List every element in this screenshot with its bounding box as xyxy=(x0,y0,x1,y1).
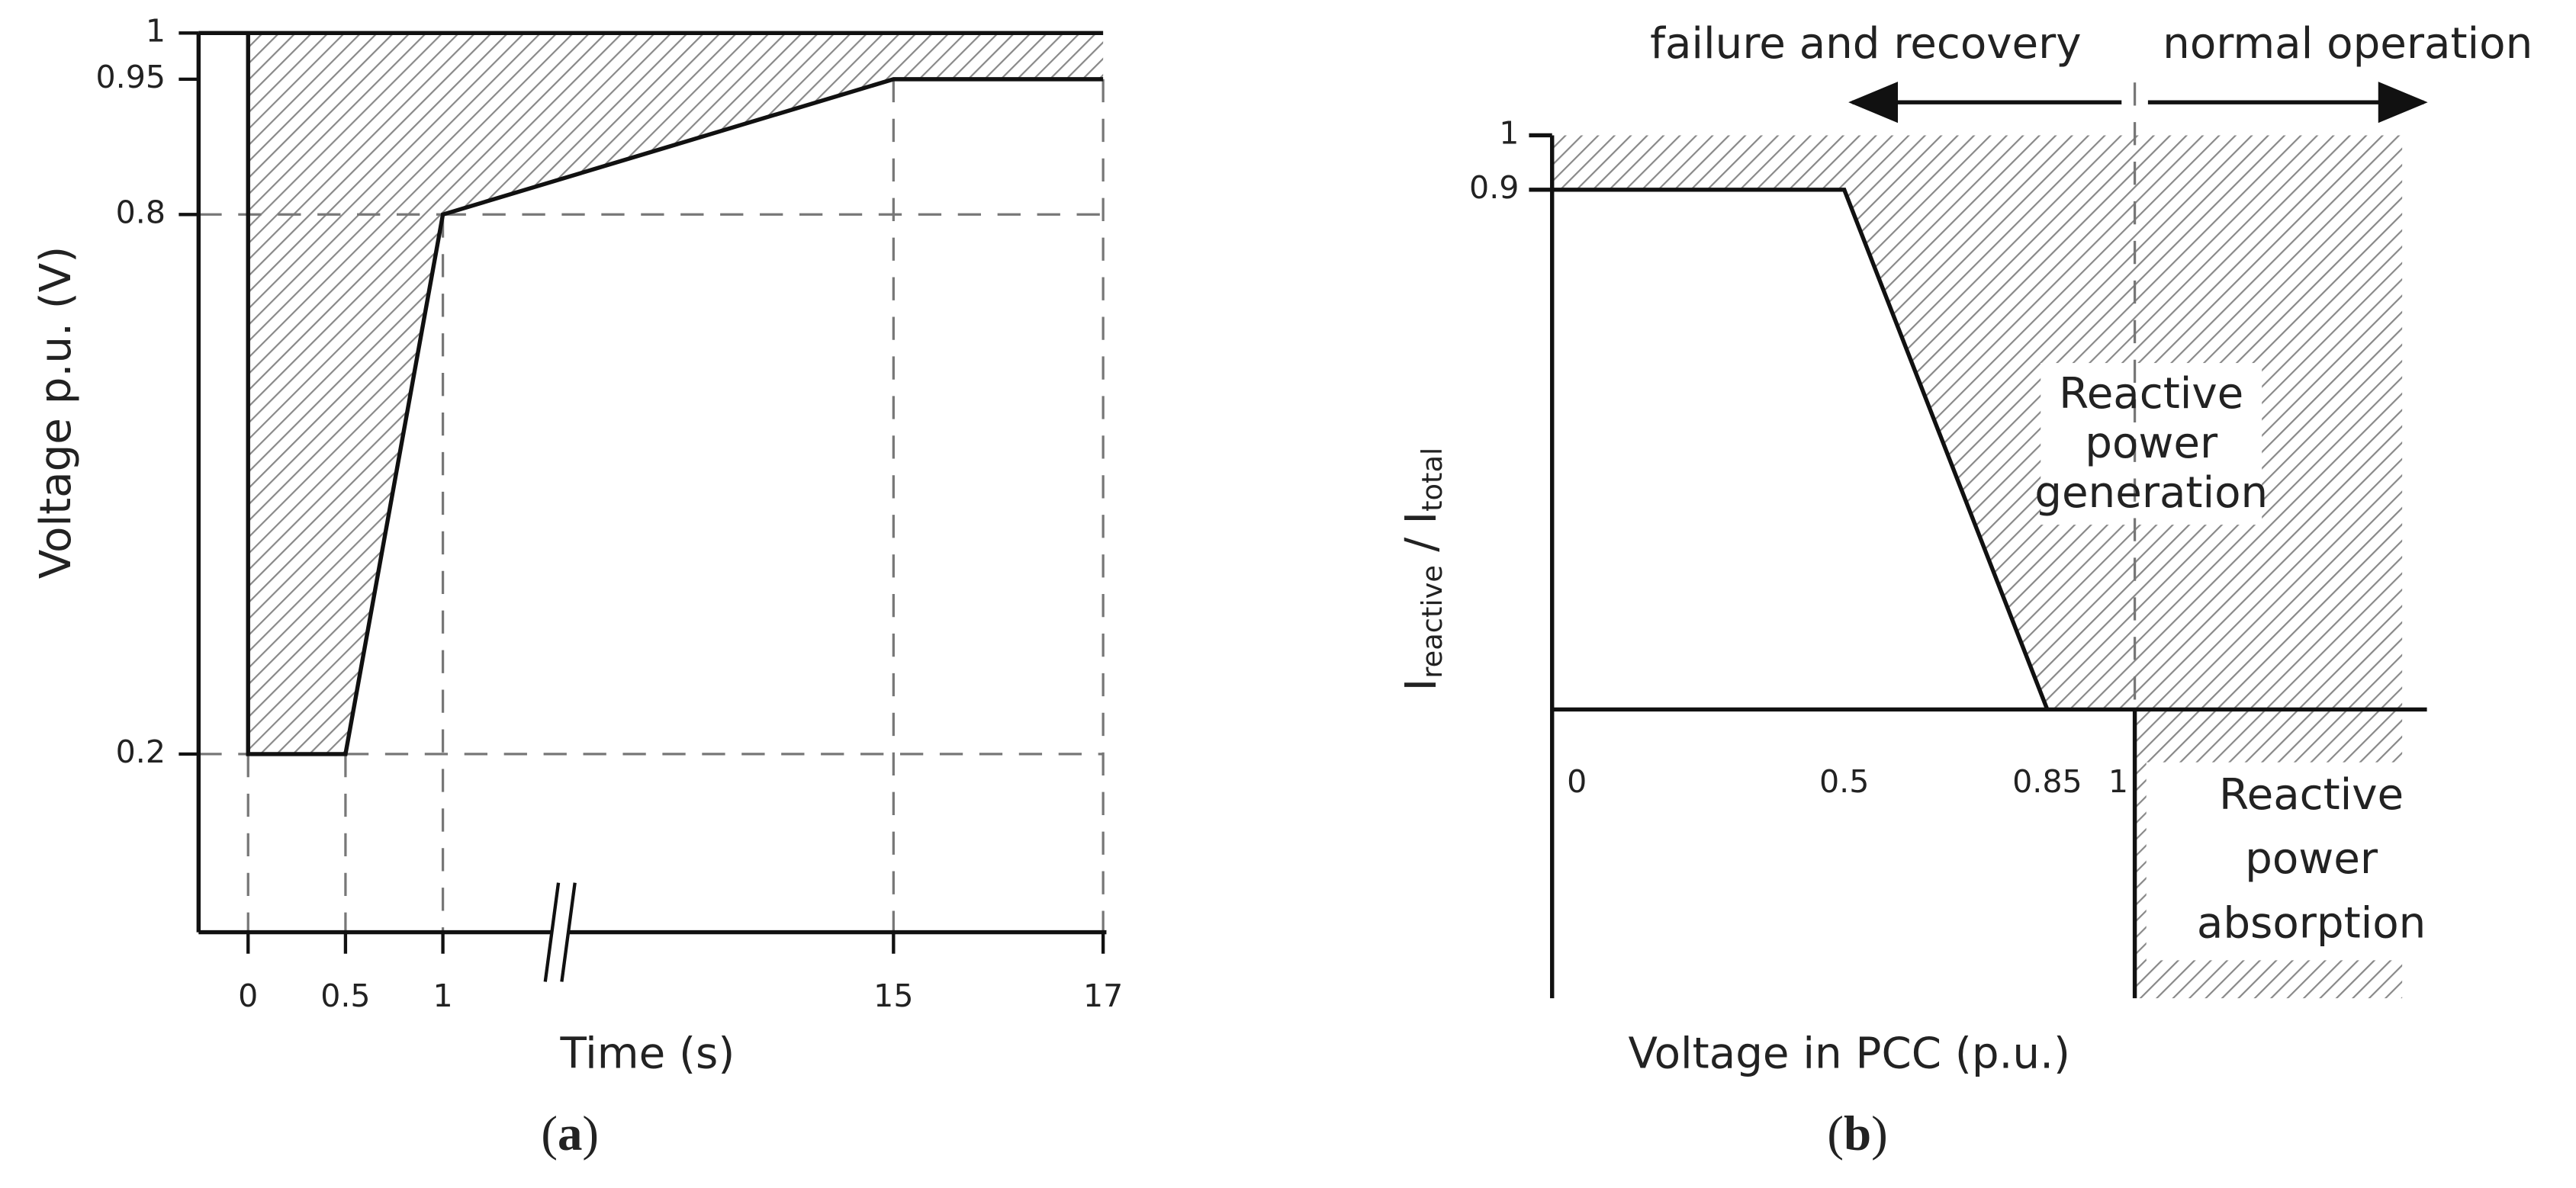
hatched-generation xyxy=(1552,135,2403,710)
guide-lines xyxy=(198,79,1105,933)
annotation: failure and recovery xyxy=(1650,19,2081,69)
panel-a: 1 0.95 0.8 0.2 0 0.5 1 15 17 Voltage p.u… xyxy=(31,12,1123,1161)
x-axis-label: Time (s) xyxy=(560,1029,735,1079)
y-tick-label: 1 xyxy=(1499,114,1519,151)
label-part: ( xyxy=(541,1106,558,1161)
panel-label: (b) xyxy=(1827,1106,1887,1161)
annotation: power xyxy=(2245,834,2378,884)
label-sub: reactive xyxy=(1415,565,1448,679)
axis-ticks xyxy=(178,31,1105,954)
x-tick-label: 1 xyxy=(433,978,453,1014)
y-axis-label: Voltage p.u. (V) xyxy=(31,246,81,579)
limit-curve xyxy=(1552,188,2050,711)
y-tick-label: 0.95 xyxy=(96,59,166,95)
x-tick-label: 0 xyxy=(1567,763,1587,800)
panel-b: failure and recovery normal operation Re… xyxy=(1397,19,2533,1161)
label-part: ) xyxy=(1871,1106,1888,1161)
panel-label: (a) xyxy=(541,1106,599,1161)
x-tick-label: 1 xyxy=(2108,763,2128,800)
x-tick-label: 0.5 xyxy=(1819,763,1869,800)
annotation: Reactive xyxy=(2219,770,2404,820)
annotation: normal operation xyxy=(2163,19,2533,69)
label-part: ) xyxy=(582,1106,599,1161)
annotation: power xyxy=(2085,419,2218,468)
hatched-region xyxy=(248,33,1104,754)
x-tick-label: 0 xyxy=(238,978,258,1014)
label-part: ( xyxy=(1827,1106,1844,1161)
y-tick-label: 0.2 xyxy=(116,734,166,770)
x-tick-label: 0.5 xyxy=(320,978,370,1014)
label-box xyxy=(2146,762,2437,961)
axis-break xyxy=(543,882,577,982)
label-box xyxy=(2041,363,2262,525)
limit-curve xyxy=(246,33,1104,756)
x-axis-label: Voltage in PCC (p.u.) xyxy=(1629,1029,2070,1079)
annotation: generation xyxy=(2034,468,2268,518)
x-tick-label: 17 xyxy=(1083,978,1123,1014)
label-letter: a xyxy=(558,1106,582,1161)
label-letter: b xyxy=(1844,1106,1871,1161)
y-tick-label: 1 xyxy=(146,12,166,49)
annotation: Reactive xyxy=(2059,369,2243,419)
x-tick-label: 15 xyxy=(873,978,913,1014)
annotation: absorption xyxy=(2197,899,2426,949)
y-axis-label: Ireactive / Itotal xyxy=(1397,448,1449,692)
label-main: I xyxy=(1397,679,1446,692)
label-sub: total xyxy=(1415,448,1448,512)
label-sep: / xyxy=(1397,538,1446,552)
y-tick-label: 0.9 xyxy=(1469,169,1519,206)
x-tick-label: 0.85 xyxy=(2012,763,2082,800)
label-main: I xyxy=(1397,512,1446,525)
y-tick-label: 0.8 xyxy=(116,194,166,230)
